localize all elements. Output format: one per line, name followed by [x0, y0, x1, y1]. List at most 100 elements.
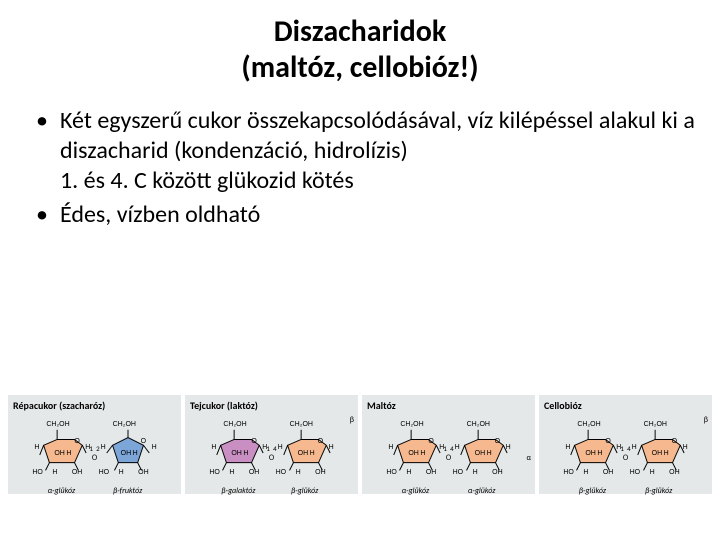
atom-label: OH [652, 450, 663, 457]
sugar-name: α-glükóz [453, 486, 511, 496]
disaccharide-panel: Tejcukor (laktóz) CH₂OH O H H HO H OH OH… [185, 395, 358, 494]
atom-label: CH₂OH [467, 421, 490, 428]
atom-label: OH [426, 469, 437, 476]
sugar-name: β-glükóz [563, 486, 621, 496]
atom-label: H [310, 450, 315, 457]
sugar-name: α-glükóz [32, 486, 90, 496]
atom-label: OH [669, 469, 680, 476]
atom-label: H [650, 469, 655, 476]
panel-title: Cellobióz [541, 399, 710, 412]
sugar-ring: CH₂OH O H H HO H OH OH H β-glükóz [630, 424, 688, 482]
atom-label: H [473, 469, 478, 476]
slide-title: Diszacharidok (maltóz, cellobióz!) [0, 14, 720, 86]
sugar-ring: CH₂OH O H H HO H OH OH H β-galaktóz [209, 424, 267, 482]
sugar-pair: CH₂OH O H H HO H OH OH H α-glükóz 1 2 O … [10, 414, 179, 492]
atom-label: H [85, 444, 90, 451]
atom-label: H [439, 444, 444, 451]
atom-label: H [406, 469, 411, 476]
atom-label: H [296, 469, 301, 476]
disaccharide-panel: Maltóz CH₂OH O H H HO H OH OH H α-glükóz… [362, 395, 535, 494]
atom-label: CH₂OH [644, 421, 667, 428]
atom-label: OH [72, 469, 83, 476]
atom-label: OH [603, 469, 614, 476]
title-line1: Diszacharidok [0, 14, 720, 50]
atom-label: O [446, 453, 451, 463]
atom-label: O [623, 453, 628, 463]
atom-label: OH [315, 469, 326, 476]
atom-label: O [92, 453, 97, 463]
anomeric-label: α [526, 453, 531, 463]
bullet-item: • Édes, vízben oldható [36, 200, 700, 230]
atom-label: HO [209, 469, 220, 476]
atom-label: CH₂OH [290, 421, 313, 428]
sugar-name: α-glükóz [386, 486, 444, 496]
atom-label: OH [298, 450, 309, 457]
atom-label: O [318, 438, 323, 445]
atom-label: CH₂OH [113, 421, 136, 428]
atom-label: H [455, 444, 460, 451]
atom-label: H [34, 444, 39, 451]
atom-label: HO [630, 469, 641, 476]
atom-label: OH [54, 450, 65, 457]
atom-label: H [420, 450, 425, 457]
panel-title: Maltóz [364, 399, 533, 412]
atom-label: H [133, 450, 138, 457]
atom-label: OH [231, 450, 242, 457]
atom-label: CH₂OH [400, 421, 423, 428]
atom-label: H [101, 444, 106, 451]
atom-label: H [664, 450, 669, 457]
atom-label: OH [408, 450, 419, 457]
sugar-name: β-fruktóz [99, 486, 157, 496]
atom-label: OH [249, 469, 260, 476]
atom-label: CH₂OH [46, 421, 69, 428]
atom-label: H [487, 450, 492, 457]
atom-label: O [605, 438, 610, 445]
atom-label: H [583, 469, 588, 476]
atom-label: CH₂OH [577, 421, 600, 428]
sugar-ring: CH₂OH O H H HO H OH OH H β-glükóz [276, 424, 334, 482]
atom-label: HO [386, 469, 397, 476]
title-line2: (maltóz, cellobióz!) [0, 50, 720, 86]
atom-label: OH [492, 469, 503, 476]
atom-label: OH [585, 450, 596, 457]
atom-label: HO [563, 469, 574, 476]
atom-label: HO [276, 469, 287, 476]
anomeric-label: β [350, 415, 354, 425]
disaccharide-panel: Cellobióz CH₂OH O H H HO H OH OH H β-glü… [539, 395, 712, 494]
sugar-ring: CH₂OH O H H HO H OH OH H β-glükóz [563, 424, 621, 482]
bullet-list: • Két egyszerű cukor összekapcsolódásáva… [36, 106, 700, 230]
atom-label: OH [121, 450, 132, 457]
sugar-ring: CH₂OH O H H HO H OH OH H β-fruktóz [99, 424, 157, 482]
diagram-row: Répacukor (szacharóz) CH₂OH O H H HO H O… [8, 395, 712, 494]
atom-label: O [495, 438, 500, 445]
atom-label: CH₂OH [223, 421, 246, 428]
sugar-name: β-galaktóz [209, 486, 267, 496]
atom-label: O [141, 438, 146, 445]
atom-label: O [672, 438, 677, 445]
sugar-ring: CH₂OH O H H HO H OH OH H α-glükóz [32, 424, 90, 482]
atom-label: OH [475, 450, 486, 457]
atom-label: O [428, 438, 433, 445]
sugar-pair: CH₂OH O H H HO H OH OH H β-galaktóz 1 4 … [187, 414, 356, 492]
atom-label: H [66, 450, 71, 457]
atom-label: HO [453, 469, 464, 476]
anomeric-label: β [704, 415, 708, 425]
atom-label: HO [32, 469, 43, 476]
atom-label: H [52, 469, 57, 476]
atom-label: H [152, 444, 157, 451]
panel-title: Répacukor (szacharóz) [10, 399, 179, 412]
atom-label: H [597, 450, 602, 457]
atom-label: H [632, 444, 637, 451]
atom-label: H [119, 469, 124, 476]
bullet-text-0: Két egyszerű cukor összekapcsolódásával,… [60, 106, 700, 196]
sugar-name: β-glükóz [630, 486, 688, 496]
atom-label: H [329, 444, 334, 451]
atom-label: O [251, 438, 256, 445]
bullet-dot: • [36, 106, 60, 196]
bullet-dot: • [36, 200, 60, 230]
atom-label: H [388, 444, 393, 451]
atom-label: H [211, 444, 216, 451]
atom-label: H [683, 444, 688, 451]
bullet-item: • Két egyszerű cukor összekapcsolódásáva… [36, 106, 700, 196]
sugar-pair: CH₂OH O H H HO H OH OH H β-glükóz 1 4 O … [541, 414, 710, 492]
